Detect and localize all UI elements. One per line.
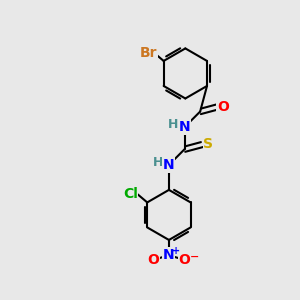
Text: O: O <box>217 100 229 114</box>
Text: O: O <box>148 253 160 267</box>
Text: −: − <box>190 252 199 262</box>
Text: N: N <box>163 158 175 172</box>
Text: N: N <box>163 248 175 262</box>
Text: Cl: Cl <box>123 187 138 201</box>
Text: H: H <box>152 156 163 169</box>
Text: +: + <box>172 246 181 256</box>
Text: S: S <box>203 137 213 151</box>
Text: N: N <box>179 120 190 134</box>
Text: H: H <box>168 118 178 131</box>
Text: O: O <box>178 253 190 267</box>
Text: Br: Br <box>140 46 157 60</box>
